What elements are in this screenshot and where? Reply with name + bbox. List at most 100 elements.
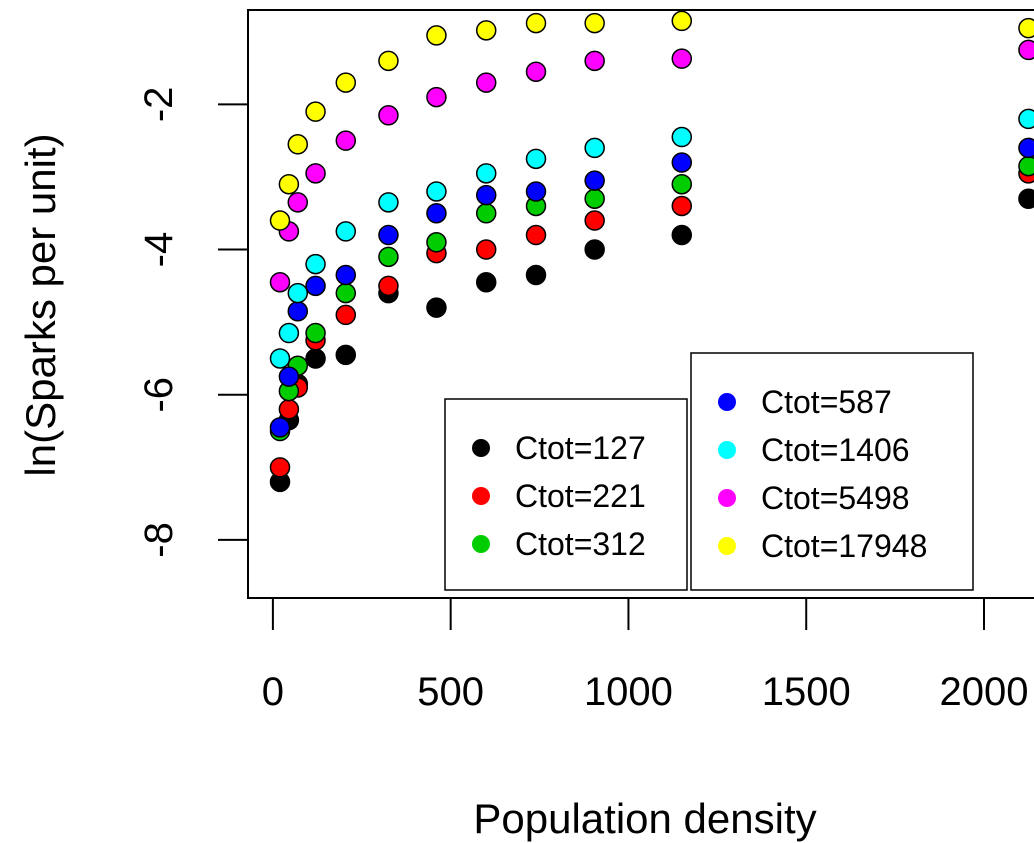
legend-label: Ctot=5498 (761, 480, 910, 516)
data-point (475, 203, 497, 224)
data-point (335, 264, 357, 286)
data-point (335, 282, 357, 304)
data-point (269, 210, 291, 231)
data-point (671, 173, 693, 195)
data-point (475, 271, 497, 293)
y-axis: -8 -6 -4 -2 (137, 87, 249, 558)
legend-label: Ctot=312 (515, 526, 646, 562)
data-point (287, 301, 309, 322)
data-point (305, 348, 326, 369)
data-point (525, 148, 547, 170)
legend-marker (472, 439, 490, 457)
data-point (1018, 188, 1034, 209)
data-point (584, 50, 605, 72)
data-points (269, 10, 1034, 493)
legend-label: Ctot=587 (761, 384, 892, 420)
legend-label: Ctot=221 (515, 478, 646, 514)
data-point (287, 282, 309, 304)
data-point (584, 12, 605, 34)
data-point (426, 86, 447, 108)
data-point (671, 126, 693, 148)
y-tick-label: -6 (137, 377, 181, 413)
legend-marker (472, 487, 490, 505)
data-point (1018, 17, 1034, 39)
data-point (378, 246, 399, 268)
data-point (475, 20, 497, 41)
data-point (1018, 155, 1034, 177)
data-point (475, 239, 497, 260)
data-point (278, 399, 300, 420)
data-point (426, 232, 447, 253)
data-point (426, 25, 447, 46)
x-tick-label: 0 (262, 670, 284, 714)
data-point (278, 173, 300, 195)
data-point (525, 181, 547, 202)
x-tick-label: 1500 (762, 670, 851, 714)
data-point (335, 72, 357, 93)
x-axis: 0 500 1000 1500 2000 (262, 597, 1029, 714)
data-point (426, 181, 447, 202)
data-point (378, 50, 399, 72)
data-point (1018, 39, 1034, 61)
data-point (475, 184, 497, 206)
data-point (278, 322, 300, 344)
y-tick-label: -8 (137, 522, 181, 558)
data-point (305, 253, 326, 275)
data-point (584, 210, 605, 231)
data-point (525, 12, 547, 34)
data-point (335, 130, 357, 151)
data-point (278, 366, 300, 387)
data-point (305, 322, 326, 344)
legend-marker (718, 537, 736, 555)
x-tick-label: 2000 (940, 670, 1029, 714)
data-point (1018, 137, 1034, 159)
data-point (335, 221, 357, 242)
legend-label: Ctot=127 (515, 430, 646, 466)
data-point (305, 101, 326, 122)
data-point (269, 417, 291, 438)
data-point (269, 348, 291, 369)
data-point (1018, 108, 1034, 130)
data-point (335, 304, 357, 326)
legend-group-2: Ctot=587 Ctot=1406 Ctot=5498 Ctot=17948 (690, 352, 974, 591)
legend-marker (718, 489, 736, 507)
data-point (525, 61, 547, 82)
data-point (671, 10, 693, 32)
data-point (584, 137, 605, 159)
legend-label: Ctot=17948 (761, 528, 927, 564)
x-axis-title: Population density (473, 795, 816, 842)
data-point (378, 275, 399, 297)
y-tick-label: -4 (137, 232, 181, 268)
y-axis-title: ln(Sparks per unit) (17, 133, 64, 476)
data-point (475, 72, 497, 93)
data-point (305, 163, 326, 184)
data-point (269, 271, 291, 293)
data-point (584, 239, 605, 260)
legend-marker (472, 535, 490, 553)
data-point (305, 275, 326, 297)
x-tick-label: 1000 (584, 670, 673, 714)
legend-group-1: Ctot=127 Ctot=221 Ctot=312 (444, 398, 688, 591)
data-point (335, 344, 357, 366)
legend-marker (718, 441, 736, 459)
data-point (426, 297, 447, 318)
data-point (269, 457, 291, 478)
x-tick-label: 500 (417, 670, 484, 714)
data-point (671, 224, 693, 246)
legend-box (690, 352, 974, 591)
data-point (287, 134, 309, 155)
data-point (584, 188, 605, 209)
data-point (671, 195, 693, 217)
legend-marker (718, 393, 736, 411)
data-point (671, 152, 693, 173)
data-point (287, 192, 309, 213)
data-point (378, 192, 399, 213)
data-point (426, 203, 447, 224)
data-point (525, 224, 547, 246)
data-point (378, 105, 399, 126)
data-point (475, 163, 497, 184)
legend-label: Ctot=1406 (761, 432, 910, 468)
data-point (378, 224, 399, 246)
data-point (525, 264, 547, 286)
